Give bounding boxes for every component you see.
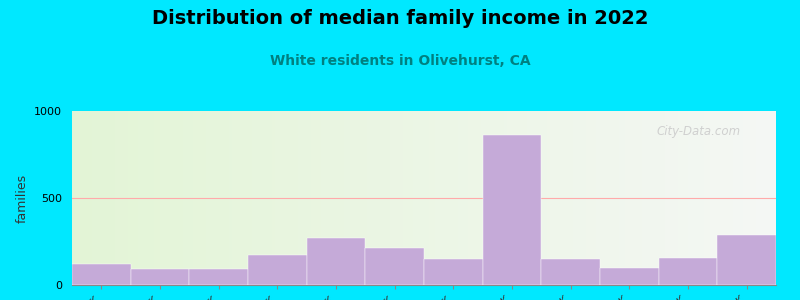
Text: City-Data.com: City-Data.com	[656, 125, 741, 138]
Bar	[542, 259, 600, 285]
Bar	[366, 248, 424, 285]
Text: Distribution of median family income in 2022: Distribution of median family income in …	[152, 9, 648, 28]
Y-axis label: families: families	[16, 173, 29, 223]
Bar	[190, 269, 248, 285]
Text: White residents in Olivehurst, CA: White residents in Olivehurst, CA	[270, 54, 530, 68]
Bar	[72, 264, 130, 285]
Bar	[306, 238, 366, 285]
Bar	[600, 268, 658, 285]
Bar	[424, 259, 482, 285]
Bar	[482, 135, 542, 285]
Bar	[130, 269, 190, 285]
Bar	[248, 254, 306, 285]
Bar	[718, 236, 776, 285]
Bar	[658, 258, 718, 285]
